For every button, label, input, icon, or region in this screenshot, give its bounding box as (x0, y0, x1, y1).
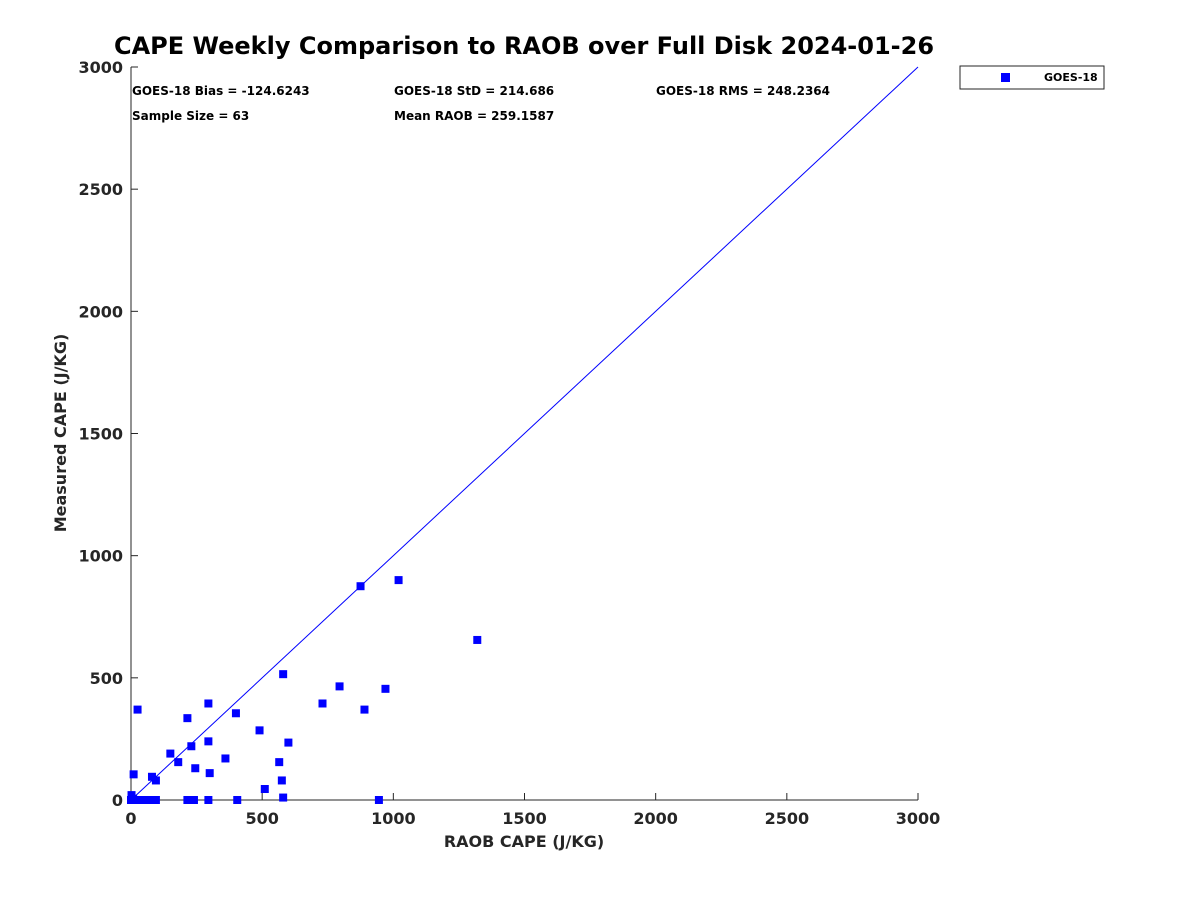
data-point (204, 737, 213, 746)
x-tick-label: 1500 (502, 809, 547, 828)
data-point (335, 682, 344, 691)
legend-box (959, 65, 1105, 90)
data-point (260, 785, 269, 794)
data-point (275, 758, 284, 767)
stat-mean-raob: Mean RAOB = 259.1587 (394, 109, 554, 123)
y-tick-label: 500 (90, 669, 123, 688)
y-tick-label: 1000 (78, 547, 123, 566)
data-points (127, 576, 482, 804)
data-point (204, 699, 213, 708)
y-tick-label: 3000 (78, 58, 123, 77)
y-axis-ticks: 0 500 1000 1500 2000 2500 3000 (78, 58, 138, 810)
data-point (174, 758, 183, 767)
y-tick-label: 2500 (78, 180, 123, 199)
legend-marker-goes-18 (1001, 73, 1010, 82)
data-point (129, 770, 138, 779)
legend-label-goes-18: GOES-18 (1044, 71, 1098, 84)
x-axis-label: RAOB CAPE (J/KG) (444, 832, 604, 851)
y-tick-label: 0 (112, 791, 123, 810)
data-point (231, 709, 240, 718)
data-point (133, 705, 142, 714)
data-point (183, 714, 192, 723)
x-tick-label: 0 (125, 809, 136, 828)
y-tick-label: 2000 (78, 302, 123, 321)
data-point (356, 582, 365, 591)
data-point (279, 793, 288, 802)
x-tick-label: 500 (245, 809, 278, 828)
chart-title: CAPE Weekly Comparison to RAOB over Full… (114, 32, 934, 60)
data-point (151, 796, 160, 804)
data-point (255, 726, 264, 735)
data-point (394, 576, 403, 585)
x-tick-label: 1000 (371, 809, 416, 828)
stat-bias: GOES-18 Bias = -124.6243 (132, 84, 310, 98)
data-point (284, 738, 293, 747)
data-point (221, 754, 230, 763)
x-tick-label: 2500 (765, 809, 810, 828)
data-point (473, 635, 482, 644)
data-point (318, 699, 327, 708)
stat-rms: GOES-18 RMS = 248.2364 (656, 84, 830, 98)
data-point (381, 684, 390, 693)
data-point (189, 796, 198, 804)
legend: GOES-18 (959, 65, 1105, 90)
data-point (374, 796, 383, 804)
stat-std: GOES-18 StD = 214.686 (394, 84, 554, 98)
data-point (279, 670, 288, 679)
data-point (204, 796, 213, 804)
data-point (187, 742, 196, 751)
data-point (191, 764, 200, 773)
data-point (151, 776, 160, 785)
data-point (205, 769, 214, 778)
data-point (277, 776, 286, 785)
statistics-annotations: GOES-18 Bias = -124.6243 GOES-18 StD = 2… (132, 84, 830, 123)
plot-area: 0 500 1000 1500 2000 2500 3000 0 500 1000 1500 200… (78, 58, 940, 828)
data-point (233, 796, 242, 804)
x-tick-label: 2000 (633, 809, 678, 828)
stat-sample-size: Sample Size = 63 (132, 109, 249, 123)
reference-line-group (130, 66, 919, 801)
data-point (166, 749, 175, 758)
y-tick-label: 1500 (78, 425, 123, 444)
data-point (360, 705, 369, 714)
one-to-one-line (130, 66, 919, 801)
x-axis-ticks: 0 500 1000 1500 2000 2500 3000 (125, 793, 940, 828)
y-axis-label: Measured CAPE (J/KG) (51, 334, 70, 533)
x-tick-label: 3000 (896, 809, 941, 828)
